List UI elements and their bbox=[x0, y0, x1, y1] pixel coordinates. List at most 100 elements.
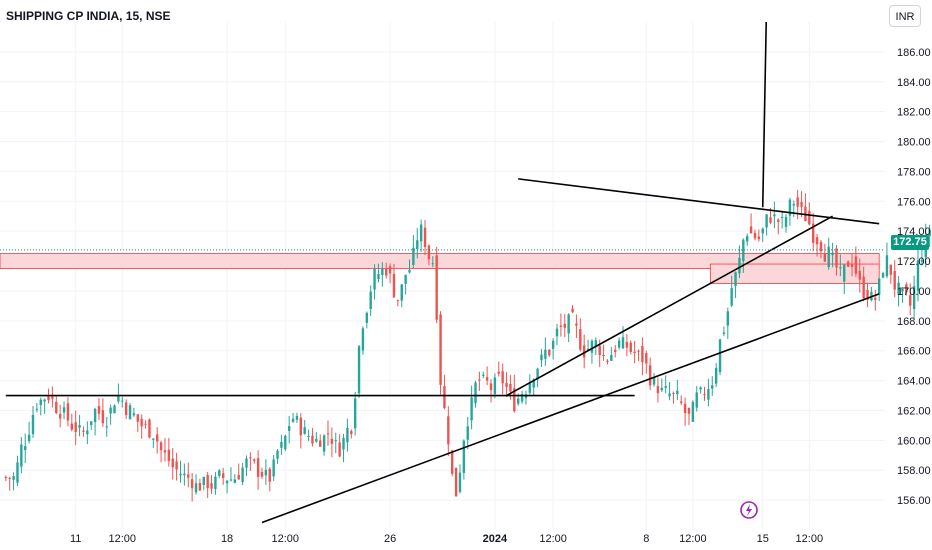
candle-body bbox=[699, 387, 702, 390]
candle-body bbox=[311, 435, 314, 444]
candle-body bbox=[338, 442, 341, 457]
candle-body bbox=[416, 240, 419, 250]
trendline bbox=[261, 293, 880, 524]
candle-body bbox=[742, 239, 745, 262]
candle-body bbox=[474, 382, 477, 404]
lightning-bolt-icon[interactable] bbox=[740, 501, 758, 519]
candle-body bbox=[819, 241, 823, 252]
candle-body bbox=[843, 264, 846, 282]
candle-body bbox=[753, 232, 757, 239]
candle-body bbox=[101, 410, 105, 424]
price-tick-label: 178.00 bbox=[897, 166, 931, 178]
candle-body bbox=[827, 246, 830, 268]
candle-body bbox=[167, 449, 171, 462]
candle-body bbox=[509, 384, 512, 392]
candle-body bbox=[93, 408, 97, 423]
candle-body bbox=[850, 263, 854, 267]
candle-body bbox=[419, 224, 423, 242]
candle-body bbox=[350, 430, 353, 435]
candle-body bbox=[761, 228, 764, 234]
candle-body bbox=[427, 245, 431, 260]
candle-body bbox=[12, 476, 15, 480]
candle-body bbox=[559, 325, 563, 327]
candle-body bbox=[264, 469, 268, 476]
candle-body bbox=[757, 236, 761, 240]
time-tick-label: 15 bbox=[757, 533, 769, 545]
candle-body bbox=[594, 340, 598, 347]
price-tick-label: 180.00 bbox=[897, 137, 931, 149]
candle-body bbox=[47, 394, 50, 401]
candle-body bbox=[672, 392, 675, 394]
price-axis[interactable]: 156.00 158.00 160.00 162.00 164.00 166.00 168.… bbox=[897, 47, 931, 507]
candle-body bbox=[233, 479, 237, 483]
candle-body bbox=[206, 475, 209, 489]
candle-body bbox=[877, 278, 881, 295]
candle-body bbox=[381, 268, 384, 275]
candle-body bbox=[334, 440, 337, 442]
candle-body bbox=[400, 284, 403, 301]
candle-body bbox=[920, 260, 924, 262]
candle-body bbox=[707, 389, 710, 400]
candle-body bbox=[687, 407, 691, 414]
time-axis[interactable]: 11 12:00 18 12:00 26 2024 12:00 8 12:00 15 12:00 bbox=[70, 533, 823, 545]
candle-body bbox=[404, 274, 407, 284]
price-tick-label: 186.00 bbox=[897, 47, 931, 59]
candle-body bbox=[520, 394, 524, 402]
candle-body bbox=[912, 286, 916, 310]
candle-body bbox=[241, 467, 244, 483]
candle-body bbox=[4, 476, 8, 478]
candle-body bbox=[811, 223, 815, 243]
candle-body bbox=[916, 260, 920, 291]
candle-body bbox=[214, 476, 217, 490]
candle-body bbox=[148, 419, 151, 438]
candle-body bbox=[109, 407, 112, 414]
candle-body bbox=[303, 427, 306, 434]
candle-body bbox=[74, 422, 77, 433]
candle-body bbox=[586, 348, 590, 351]
candle-body bbox=[773, 214, 776, 217]
candle-body bbox=[711, 385, 714, 389]
candle-body bbox=[225, 480, 229, 484]
candle-body bbox=[528, 383, 532, 393]
candle-body bbox=[493, 377, 497, 395]
time-tick-label: 12:00 bbox=[539, 533, 567, 545]
candle-body bbox=[408, 269, 411, 273]
candle-body bbox=[330, 438, 334, 444]
candle-body bbox=[140, 418, 143, 427]
currency-badge[interactable]: INR bbox=[889, 5, 921, 27]
candle-body bbox=[683, 403, 687, 414]
price-tick-label: 176.00 bbox=[897, 196, 931, 208]
candle-body bbox=[218, 470, 221, 476]
candle-body bbox=[893, 271, 896, 290]
candle-body bbox=[617, 340, 621, 348]
candle-body bbox=[35, 408, 39, 410]
candle-body bbox=[369, 291, 372, 310]
candle-body bbox=[82, 430, 85, 432]
candle-body bbox=[846, 261, 850, 267]
chart-grid bbox=[0, 22, 885, 530]
time-tick-label: 12:00 bbox=[109, 533, 137, 545]
candle-body bbox=[839, 267, 842, 269]
candle-body bbox=[532, 379, 535, 388]
candle-body bbox=[881, 273, 885, 278]
candle-body bbox=[152, 438, 155, 440]
candle-body bbox=[299, 417, 303, 436]
candle-body bbox=[307, 436, 310, 438]
candle-body bbox=[342, 438, 345, 450]
candle-body bbox=[319, 440, 322, 447]
candle-body bbox=[485, 377, 489, 381]
candle-body bbox=[190, 479, 194, 489]
candle-body bbox=[156, 434, 159, 442]
candle-body bbox=[365, 312, 369, 323]
candle-body bbox=[901, 287, 904, 292]
candle-body bbox=[202, 476, 205, 486]
candle-body bbox=[8, 477, 11, 479]
candle-body bbox=[377, 274, 380, 279]
candle-body bbox=[443, 386, 446, 409]
candle-body bbox=[835, 248, 838, 268]
candle-body bbox=[610, 355, 613, 361]
candle-body bbox=[268, 468, 271, 482]
time-tick-label: 18 bbox=[221, 533, 233, 545]
candle-body bbox=[676, 390, 679, 395]
